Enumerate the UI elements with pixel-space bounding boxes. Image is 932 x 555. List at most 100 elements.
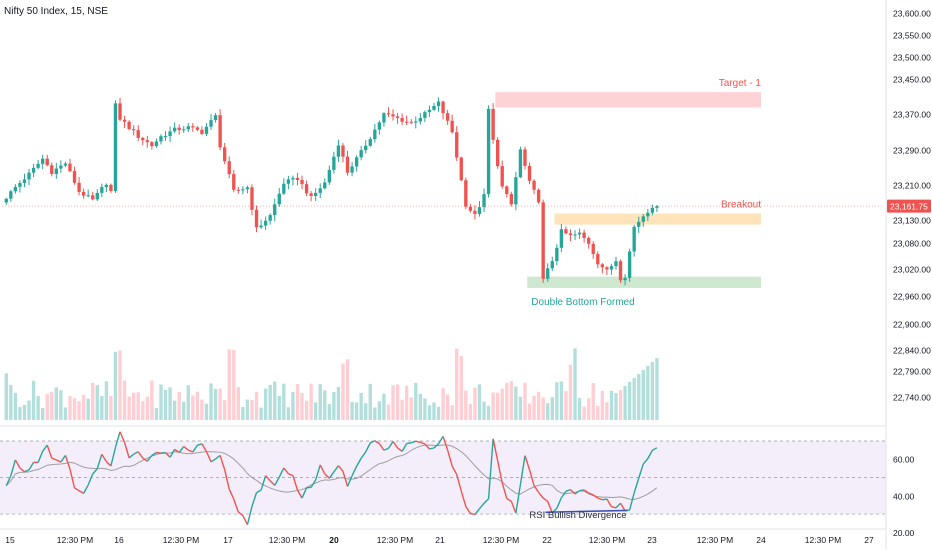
volume-bar (646, 366, 649, 420)
volume-bar (564, 391, 567, 420)
volume-bar (319, 384, 322, 420)
candle-body (505, 186, 508, 194)
candle-body (542, 202, 545, 278)
candle-body (100, 187, 103, 193)
volume-bar (250, 400, 253, 420)
candle-body (546, 268, 549, 278)
volume-bar (437, 407, 440, 420)
candle-body (250, 187, 253, 210)
candle-body (282, 184, 285, 194)
candle-body (232, 174, 235, 190)
price-tick-label: 22,840.00 (893, 346, 931, 356)
candle-body (496, 140, 499, 166)
candle-body (314, 193, 317, 196)
candle-body (259, 226, 262, 228)
price-tick-label: 23,500.00 (893, 53, 931, 63)
volume-bar (196, 392, 199, 420)
candle-body (455, 132, 458, 157)
time-tick-label: 15 (5, 535, 15, 545)
rsi-pane: RSI Bullish Divergence (0, 426, 886, 525)
candle-body (391, 114, 394, 116)
volume-bar (64, 407, 67, 420)
volume-bar (455, 349, 458, 420)
candle-body (400, 118, 403, 122)
volume-bar (496, 393, 499, 420)
volume-bar (91, 383, 94, 420)
volume-bar (278, 396, 281, 420)
zone-2 (527, 277, 761, 288)
volume-bar (18, 407, 21, 420)
zone-label-2: Double Bottom Formed (531, 297, 634, 308)
candle-body (96, 193, 99, 200)
volume-bar (510, 381, 513, 420)
volume-bar (341, 364, 344, 420)
candle-body (419, 118, 422, 121)
volume-bar (205, 404, 208, 420)
price-tick-label: 22,900.00 (893, 320, 931, 330)
candle-body (91, 195, 94, 199)
volume-bar (487, 406, 490, 420)
candle-body (369, 139, 372, 146)
time-tick-label: 27 (864, 535, 874, 545)
price-tick-label: 23,130.00 (893, 216, 931, 226)
volume-bar (159, 384, 162, 420)
candle-body (196, 127, 199, 129)
candle-body (373, 130, 376, 139)
volume-bar (337, 387, 340, 420)
last-price-label: 23,161.75 (890, 201, 928, 211)
candle-body (173, 128, 176, 132)
candle-body (337, 145, 340, 156)
candle-body (55, 169, 58, 174)
candle-body (578, 233, 581, 235)
candle-body (137, 130, 140, 138)
candle-body (182, 129, 185, 130)
candle-body (241, 189, 244, 190)
candle-body (623, 278, 626, 280)
candle-body (319, 188, 322, 193)
volume-bar (269, 385, 272, 420)
time-tick-label: 17 (223, 535, 233, 545)
volume-layer (5, 348, 659, 420)
volume-bar (396, 384, 399, 420)
candle-body (350, 166, 353, 172)
volume-bar (187, 385, 190, 420)
candle-body (341, 145, 344, 156)
candle-body (9, 191, 12, 199)
rsi-segment (156, 453, 161, 454)
candle-body (5, 199, 8, 203)
candle-body (159, 136, 162, 141)
candle-body (246, 187, 249, 189)
volume-bar (232, 350, 235, 420)
volume-bar (528, 404, 531, 420)
volume-bar (314, 402, 317, 420)
volume-bar (582, 407, 585, 420)
rsi-segment (243, 516, 248, 525)
time-tick-label: 23 (647, 535, 657, 545)
volume-bar (150, 381, 153, 420)
candle-body (269, 215, 272, 221)
candle-body (642, 216, 645, 221)
volume-bar (5, 373, 8, 420)
volume-bar (569, 365, 572, 420)
candle-body (223, 147, 226, 161)
zone-1 (555, 213, 761, 224)
volume-bar (173, 401, 176, 420)
candle-body (491, 109, 494, 140)
candle-body (218, 115, 221, 147)
candle-body (255, 210, 258, 227)
volume-bar (473, 388, 476, 420)
time-tick-label: 12:30 PM (57, 535, 93, 545)
volume-bar (469, 404, 472, 420)
candle-body (291, 178, 294, 180)
volume-bar (155, 408, 158, 420)
candle-body (346, 157, 349, 173)
volume-bar (73, 398, 76, 420)
volume-bar (619, 390, 622, 420)
price-tick-label: 22,960.00 (893, 292, 931, 302)
volume-bar (223, 400, 226, 420)
candle-body (332, 157, 335, 170)
volume-bar (523, 383, 526, 420)
volume-bar (446, 395, 449, 420)
